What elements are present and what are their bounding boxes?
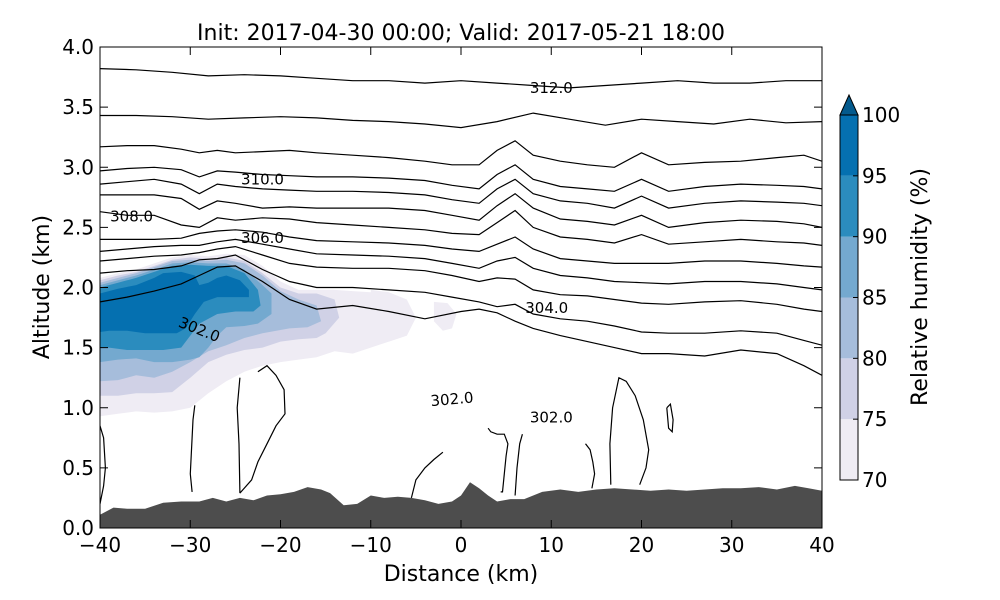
isentrope-line-7 (100, 178, 822, 209)
x-tick-label: −20 (259, 533, 301, 557)
colorbar-tick-label: 90 (862, 225, 887, 249)
low-level-contour-9 (666, 402, 674, 434)
contour-label-group-7: 302.0 (530, 408, 573, 426)
isentrope-line-10 (100, 112, 822, 129)
y-tick-label: 0.0 (62, 516, 94, 540)
x-tick-label: 20 (629, 533, 654, 557)
colorbar-tick-label: 95 (862, 164, 887, 188)
contour-label-group-1: 310.0 (241, 170, 284, 188)
isentrope-line-11 (100, 68, 822, 89)
colorbar-tick-label: 100 (862, 103, 900, 127)
isentrope-line-2 (100, 245, 822, 313)
contour-label-group-6: 302.0 (430, 388, 474, 410)
contour-label: 306.0 (241, 229, 284, 247)
low-level-contour-5 (487, 427, 509, 493)
x-tick-label: −10 (350, 533, 392, 557)
x-tick-label: 10 (539, 533, 564, 557)
contour-label: 302.0 (430, 388, 474, 410)
low-level-contour-2 (239, 364, 286, 494)
terrain-profile (100, 482, 822, 528)
colorbar-segment-90 (840, 175, 858, 237)
y-tick-label: 1.5 (62, 336, 94, 360)
x-tick-label: 30 (719, 533, 744, 557)
contour-label-group-3: 306.0 (241, 229, 284, 247)
isentrope-line-3 (100, 238, 822, 291)
contour-label-group-4: 304.0 (525, 299, 568, 317)
colorbar-segment-85 (840, 236, 858, 298)
isentrope-line-0 (100, 265, 822, 376)
colorbar: 70 75 80 85 90 95 100 (839, 93, 900, 492)
chart-title: Init: 2017-04-30 00:00; Valid: 2017-05-2… (197, 21, 725, 46)
terrain-layer (100, 482, 822, 528)
relative-humidity-fill (100, 253, 457, 417)
contour-label: 304.0 (525, 299, 568, 317)
contour-label-group-0: 312.0 (530, 79, 573, 97)
contour-label: 302.0 (530, 408, 573, 426)
low-level-contour-1 (189, 405, 196, 492)
y-tick-label: 4.0 (62, 35, 94, 59)
x-tick-label: −30 (169, 533, 211, 557)
x-tick-label: 40 (809, 533, 834, 557)
colorbar-tick-label: 70 (862, 468, 887, 492)
colorbar-segment-80 (840, 297, 858, 359)
y-tick-label: 1.0 (62, 396, 94, 420)
low-level-contour-8 (609, 376, 650, 485)
y-axis-label: Altitude (km) (30, 215, 55, 359)
low-level-contour-3 (236, 377, 241, 494)
isentrope-line-6 (100, 192, 822, 229)
y-tick-label: 2.0 (62, 276, 94, 300)
colorbar-segment-75 (840, 358, 858, 420)
isentrope-line-9 (100, 140, 822, 168)
isentrope-line-4 (100, 229, 822, 268)
low-level-contour-6 (514, 434, 523, 496)
x-tick-label: 0 (455, 533, 468, 557)
x-axis: −40 −30 −20 −10 0 10 20 30 40 (79, 47, 835, 557)
y-tick-label: 2.5 (62, 215, 94, 239)
low-level-contour-7 (585, 443, 596, 489)
contour-label: 308.0 (110, 208, 153, 226)
isentrope-line-8 (100, 164, 822, 192)
colorbar-tick-label: 80 (862, 346, 887, 370)
rh-band-95-5 (100, 271, 249, 334)
y-axis: 0.0 0.5 1.0 1.5 2.0 2.5 3.0 3.5 4.0 (62, 35, 822, 540)
colorbar-tick-label: 75 (862, 407, 887, 431)
rh-band-70-6 (370, 289, 416, 342)
colorbar-label: Relative humidity (%) (908, 168, 933, 406)
low-level-contour-4 (410, 451, 444, 499)
colorbar-tick-label: 85 (862, 286, 887, 310)
isentrope-contours (100, 68, 822, 505)
rh-band-70-7 (433, 301, 457, 331)
contour-label: 310.0 (241, 170, 284, 188)
isentrope-line-1 (100, 254, 822, 346)
isentrope-line-5 (100, 209, 822, 246)
y-tick-label: 3.0 (62, 155, 94, 179)
contour-label-group-2: 308.0 (110, 208, 153, 226)
x-axis-label: Distance (km) (384, 562, 539, 587)
x-tick-label: −40 (79, 533, 121, 557)
colorbar-segment-70 (840, 419, 858, 480)
colorbar-extend-arrow (839, 93, 859, 116)
y-tick-label: 0.5 (62, 456, 94, 480)
plot-area: 312.0310.0308.0306.0304.0302.0302.0302.0… (62, 35, 835, 557)
contour-label: 312.0 (530, 79, 573, 97)
y-tick-label: 3.5 (62, 95, 94, 119)
colorbar-segment-95 (840, 115, 858, 176)
